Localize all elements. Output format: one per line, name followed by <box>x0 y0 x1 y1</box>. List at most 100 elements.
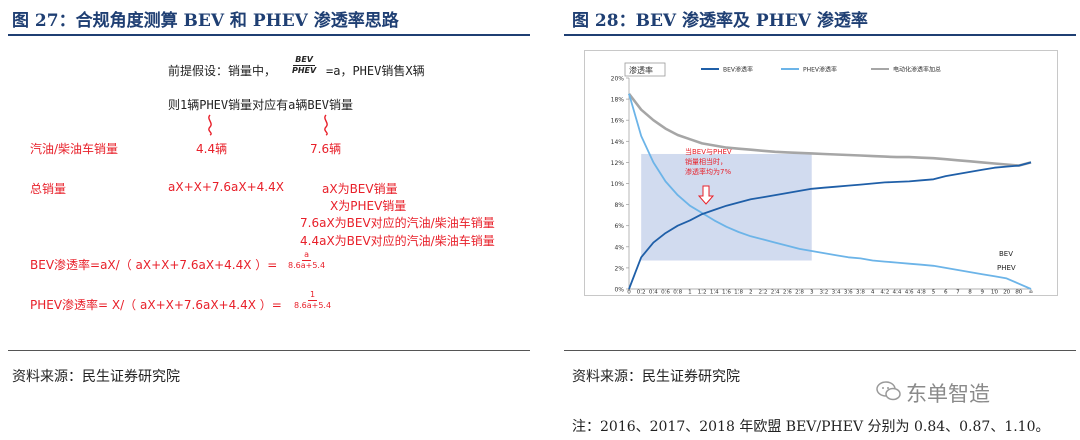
chart-svg: 渗透率 BEV渗透率 PHEV渗透率 电动化渗透率加总 0% 2% 4% 6% 8% 10% 1… <box>611 62 1034 296</box>
x-tick-label: 80 <box>1015 290 1023 296</box>
fraction-numerator: 1 <box>307 290 318 301</box>
series-line-2 <box>627 93 1032 167</box>
bev-end-label: BEV <box>999 250 1013 258</box>
x-tick-label: 1.4 <box>710 290 719 296</box>
explanation-line: 7.6aX为BEV对应的汽油/柴油车销量 <box>300 216 495 230</box>
penetration-chart: 渗透率 BEV渗透率 PHEV渗透率 电动化渗透率加总 0% 2% 4% 6% 8% 10% 1… <box>584 50 1058 296</box>
phev-penetration-fraction: 1 8.6a+5.4 <box>292 290 333 311</box>
total-sales-formula: aX+X+7.6aX+4.4X <box>168 180 284 194</box>
x-tick-label: 4.2 <box>880 290 889 296</box>
x-tick-label: 0.2 <box>637 290 646 296</box>
y-tick-label: 6% <box>614 223 624 230</box>
x-tick-label: 0.4 <box>649 290 658 296</box>
x-tick-label: 2.8 <box>795 290 804 296</box>
fraction-denominator: PHEV <box>292 66 317 75</box>
chart-title: 渗透率 <box>629 65 653 75</box>
x-tick-label: 2.6 <box>783 290 792 296</box>
y-tick-label: 20% <box>611 76 625 83</box>
fuel-sales-value-2: 7.6辆 <box>310 142 342 156</box>
explanation-line: aX为BEV销量 <box>322 182 398 196</box>
series-line-1 <box>628 93 1032 290</box>
x-tick-label: 3.8 <box>856 290 865 296</box>
y-tick-label: 18% <box>611 97 625 104</box>
figure-27-panel: 图 27：合规角度测算 BEV 和 PHEV 渗透率思路 前提假设：销量中， B… <box>8 11 530 385</box>
x-tick-label: ∞ <box>1029 290 1034 296</box>
source-divider <box>8 350 530 351</box>
x-tick-label: 2.4 <box>771 290 780 296</box>
legend-label: PHEV渗透率 <box>803 66 837 74</box>
x-tick-label: 4 <box>871 290 875 296</box>
x-tick-label: 8 <box>968 290 972 296</box>
x-tick-label: 1 <box>688 290 692 296</box>
x-tick-label: 4.4 <box>893 290 902 296</box>
y-tick-label: 12% <box>611 160 625 167</box>
highlight-box <box>641 153 812 261</box>
y-tick-label: 8% <box>614 202 624 209</box>
x-tick-label: 0 <box>627 290 631 296</box>
x-tick-label: 3.6 <box>844 290 853 296</box>
source-divider <box>564 350 1076 351</box>
fraction-denominator: 8.6a+5.4 <box>294 301 332 310</box>
x-tick-label: 3.2 <box>819 290 828 296</box>
explanation-line: 4.4aX为BEV对应的汽油/柴油车销量 <box>300 234 495 248</box>
footnote: 注：2016、2017、2018 年欧盟 BEV/PHEV 分别为 0.84、0… <box>572 419 1050 435</box>
x-axis: 0 0.2 0.4 0.6 0.8 1 1.2 1.4 1.6 1.8 2 2.2 2.4 2.6 2.8 3… <box>627 288 1034 296</box>
phev-end-label: PHEV <box>997 264 1016 272</box>
x-tick-label: 1.8 <box>734 290 743 296</box>
y-tick-label: 10% <box>611 181 625 188</box>
x-tick-label: 4.8 <box>917 290 926 296</box>
x-tick-label: 0.8 <box>673 290 682 296</box>
y-axis: 0% 2% 4% 6% 8% 10% 12% 14% 16% 18% 20% <box>611 76 630 294</box>
tilde-mark <box>324 114 328 136</box>
x-tick-label: 10 <box>991 290 999 296</box>
y-tick-label: 0% <box>614 287 624 294</box>
y-tick-label: 14% <box>611 139 625 146</box>
assumption-suffix: =a，PHEV销售X辆 <box>326 64 425 78</box>
fraction-denominator: 8.6a+5.4 <box>288 261 326 270</box>
source-text: 资料来源：民生证券研究院 <box>572 369 740 385</box>
chart-legend: BEV渗透率 PHEV渗透率 电动化渗透率加总 <box>701 66 941 74</box>
fuel-sales-value-1: 4.4辆 <box>196 142 228 156</box>
x-tick-label: 3 <box>810 290 814 296</box>
watermark-text: 东单智造 <box>906 382 990 406</box>
annotation-line: 当BEV与PHEV <box>685 147 732 156</box>
tilde-mark <box>208 114 212 136</box>
figure-28-title: 图 28：BEV 渗透率及 PHEV 渗透率 <box>572 11 868 31</box>
annotation-line: 销量相当时， <box>685 157 727 166</box>
figure-28-panel: 图 28：BEV 渗透率及 PHEV 渗透率 渗透率 BEV渗透率 PHEV渗透率… <box>556 0 1080 440</box>
y-tick-label: 2% <box>614 265 624 272</box>
fraction-numerator: BEV <box>293 55 315 66</box>
series-lines <box>627 93 1032 290</box>
y-tick-label: 16% <box>611 118 625 125</box>
y-tick-label: 4% <box>614 244 624 251</box>
x-tick-label: 0.6 <box>661 290 670 296</box>
x-tick-label: 3.4 <box>832 290 841 296</box>
x-tick-label: 7 <box>956 290 960 296</box>
legend-label: 电动化渗透率加总 <box>893 66 941 74</box>
fraction-numerator: a <box>302 250 311 261</box>
x-tick-label: 20 <box>1003 290 1011 296</box>
explanation-line: X为PHEV销量 <box>330 199 407 213</box>
x-tick-label: 2 <box>749 290 753 296</box>
chart-title-box <box>624 62 666 77</box>
assumption-text: 前提假设：销量中， <box>168 64 277 78</box>
x-tick-label: 9 <box>980 290 984 296</box>
wechat-icon <box>876 381 901 401</box>
title-divider <box>564 34 1076 36</box>
bev-penetration-formula: BEV渗透率=aX/（ aX+X+7.6aX+4.4X ）= <box>30 258 278 272</box>
ratio-statement: 则1辆PHEV销量对应有a辆BEV销量 <box>168 98 354 112</box>
fuel-sales-label: 汽油/柴油车销量 <box>30 142 119 156</box>
x-tick-label: 4.6 <box>905 290 914 296</box>
source-text: 资料来源：民生证券研究院 <box>12 369 180 385</box>
phev-penetration-formula: PHEV渗透率= X/（ aX+X+7.6aX+4.4X ）= <box>30 298 282 312</box>
annotation-line: 渗透率均为7% <box>685 167 731 176</box>
bev-penetration-fraction: a 8.6a+5.4 <box>286 250 327 271</box>
total-sales-label: 总销量 <box>30 182 67 196</box>
x-tick-label: 1.6 <box>722 290 731 296</box>
down-arrow-icon <box>697 185 715 205</box>
x-tick-label: 5 <box>932 290 936 296</box>
title-divider <box>8 34 530 36</box>
legend-label: BEV渗透率 <box>723 66 753 74</box>
x-tick-label: 2.2 <box>759 290 768 296</box>
x-tick-label: 1.2 <box>698 290 707 296</box>
